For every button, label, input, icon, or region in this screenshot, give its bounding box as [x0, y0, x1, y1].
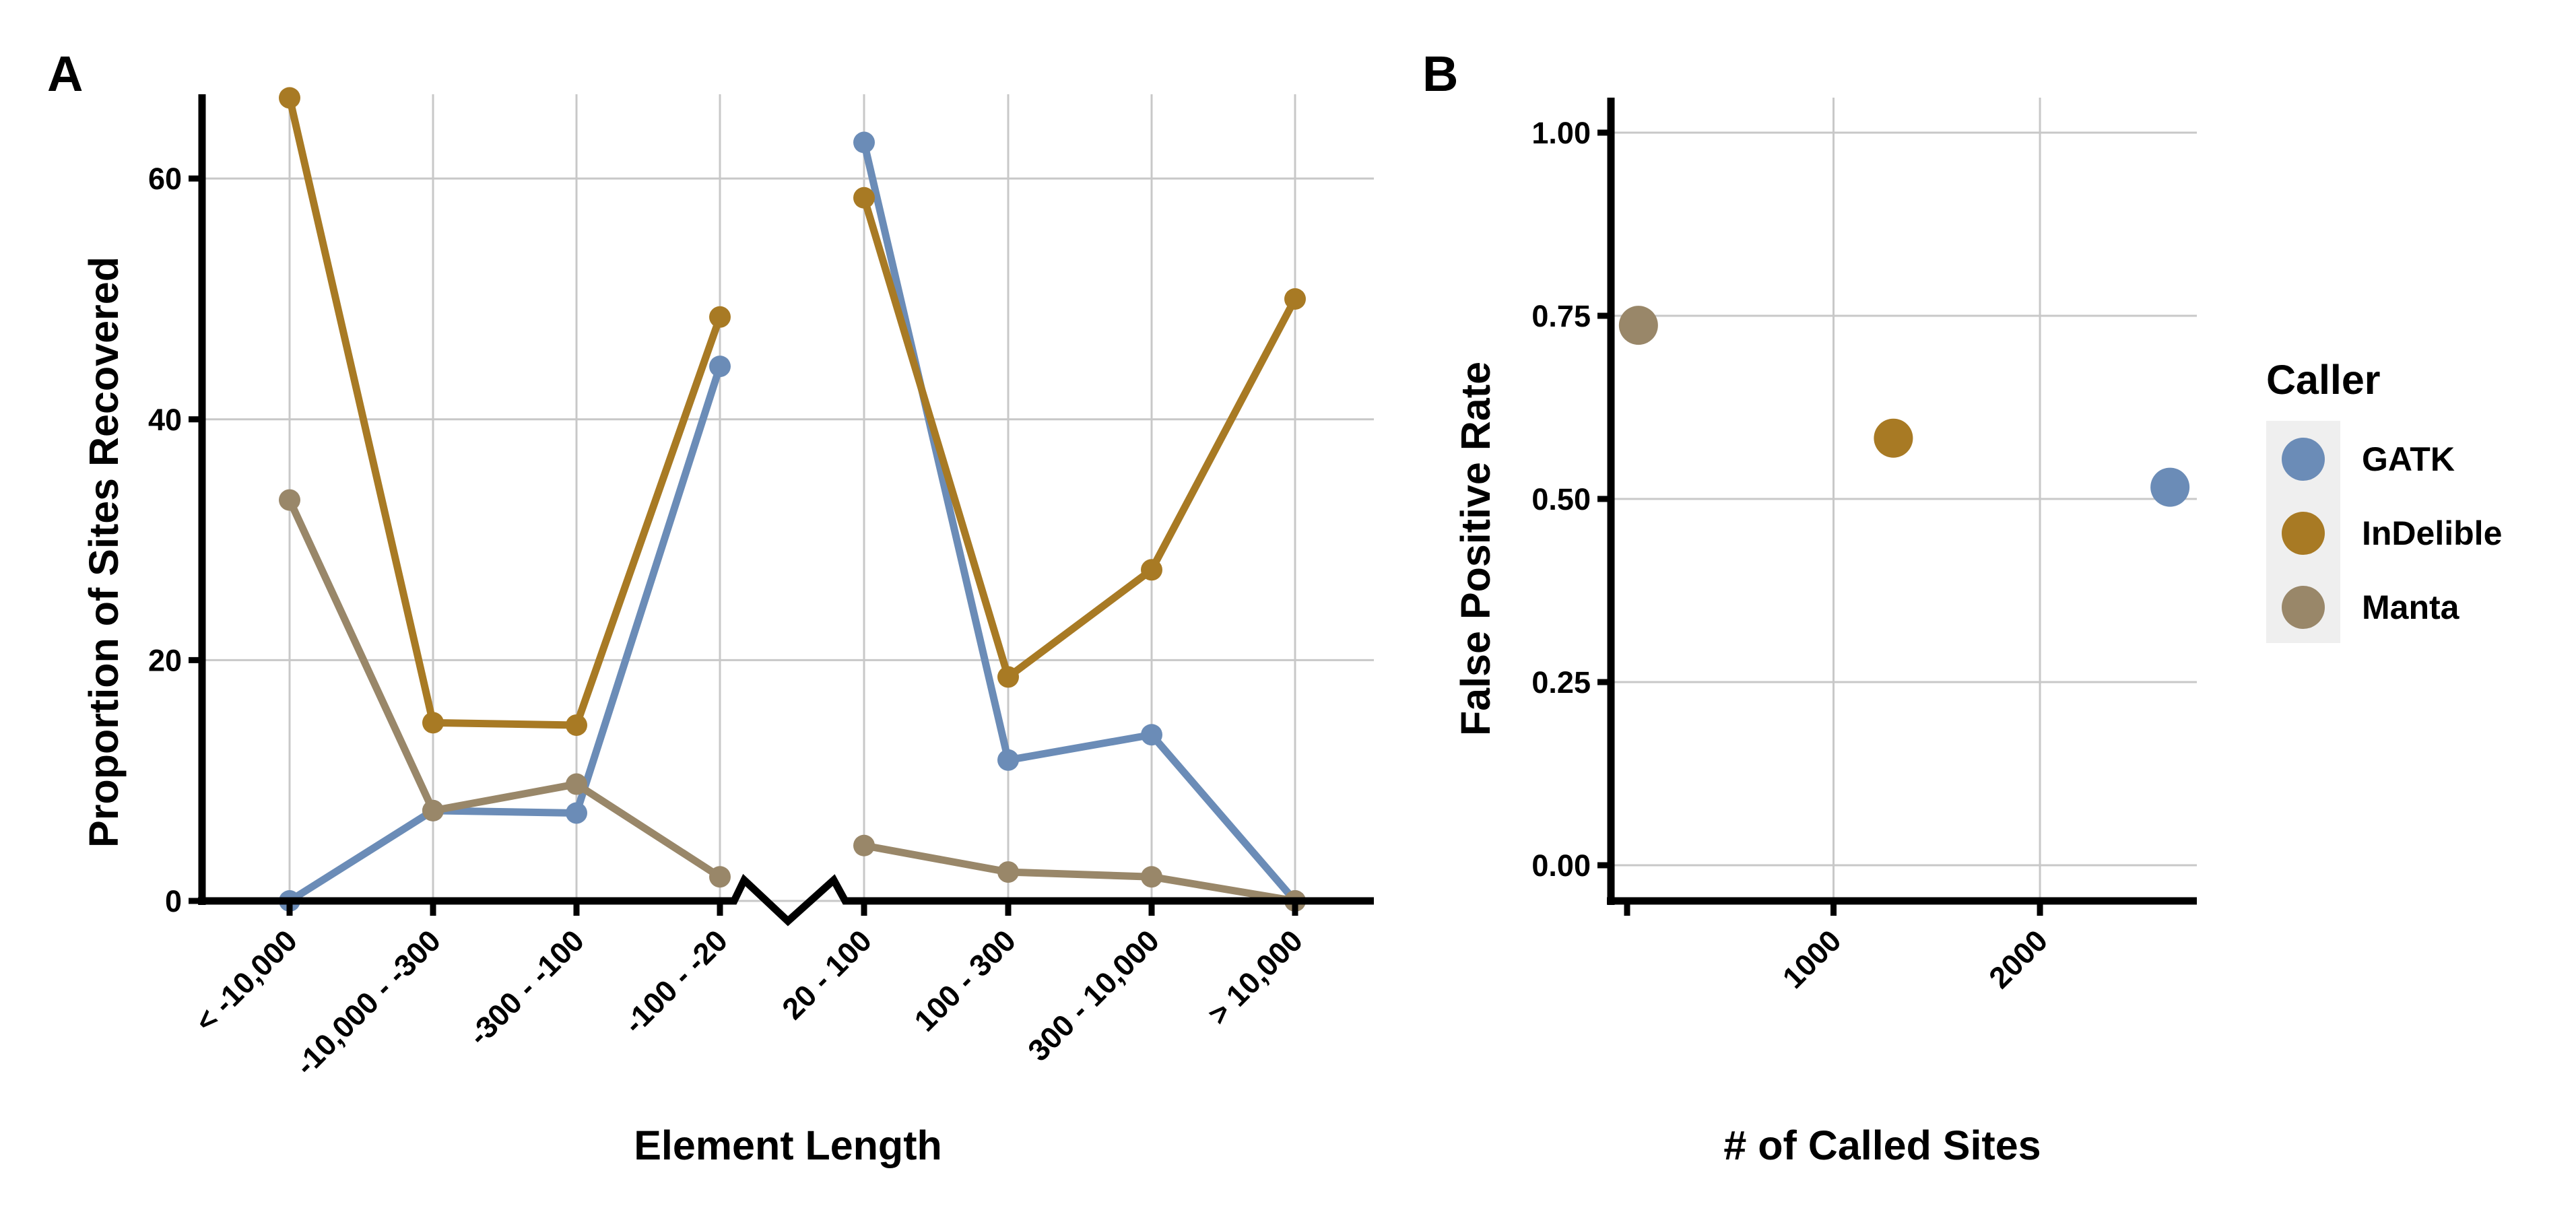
legend-key-manta	[2282, 586, 2325, 629]
x-tick-label: 1000	[1776, 923, 1848, 995]
legend: Caller GATK InDelible Manta	[2266, 357, 2502, 643]
panel-b-x-axis-title: # of Called Sites	[1723, 1122, 2041, 1168]
y-tick-label: 0.00	[1531, 848, 1591, 883]
series-line-manta-right	[863, 842, 1296, 905]
panel-a-y-ticks: 0 20 40 60	[148, 162, 202, 918]
panel-b-tag: B	[1422, 46, 1458, 102]
panel-b-x-ticks: 1000 2000	[1624, 901, 2054, 995]
x-tick-label: 100 - 300	[908, 923, 1023, 1038]
scatter-point-gatk	[2150, 467, 2190, 507]
legend-label-indelible: InDelible	[2362, 514, 2502, 552]
y-tick-label: 20	[148, 643, 182, 677]
y-tick-label: 40	[148, 403, 182, 437]
data-point-gatk	[853, 131, 875, 154]
y-tick-label: 60	[148, 162, 182, 196]
x-tick-label: -10,000 - -300	[288, 923, 447, 1082]
panel-b-gridlines	[1611, 98, 2197, 901]
series-line-indelible-left	[286, 97, 724, 729]
y-tick-label: 0.50	[1531, 482, 1591, 516]
panel-a-line-chart: A 0 20 40 60 < -10,000-10,000 - -300 -300 - …	[47, 46, 1374, 1168]
legend-items: GATK InDelible Manta	[2282, 438, 2502, 629]
x-tick-label: > 10,000	[1201, 923, 1309, 1032]
x-tick-label: < -10,000	[189, 923, 304, 1038]
series-line-gatk-left	[288, 365, 724, 904]
x-tick-label: -100 - -20	[617, 923, 734, 1040]
panel-b-points	[1618, 306, 2190, 507]
panel-a-x-ticks: < -10,000-10,000 - -300 -300 - -100 -100 -…	[189, 901, 1309, 1082]
data-point-manta	[853, 834, 875, 856]
data-point-indelible	[422, 712, 444, 734]
data-point-gatk	[709, 356, 731, 378]
panel-b-axes	[1607, 98, 2197, 905]
data-point-indelible	[709, 306, 731, 328]
panel-b-scatter-chart: B 0.00 0.25 0.50 0.75 1.00 1000 2000 # of Cal…	[1422, 46, 2197, 1168]
x-tick-label: 2000	[1982, 923, 2054, 995]
data-point-gatk	[997, 749, 1019, 771]
panel-a-y-axis-title: Proportion of Sites Recovered	[81, 257, 127, 848]
panel-b-y-ticks: 0.00 0.25 0.50 0.75 1.00	[1531, 116, 1611, 883]
x-tick-label: 300 - 10,000	[1021, 923, 1166, 1068]
x-tick-label: -300 - -100	[461, 923, 591, 1052]
data-point-manta	[422, 799, 444, 821]
data-point-indelible	[1284, 288, 1306, 310]
y-tick-label: 0.25	[1531, 665, 1591, 700]
legend-title: Caller	[2266, 357, 2381, 403]
data-point-manta	[279, 489, 300, 511]
legend-key-indelible	[2282, 512, 2325, 555]
legend-label-manta: Manta	[2362, 588, 2460, 626]
legend-key-gatk	[2282, 438, 2325, 481]
data-point-indelible	[853, 187, 875, 209]
data-point-indelible	[1141, 559, 1162, 581]
y-tick-label: 1.00	[1531, 116, 1591, 150]
panel-a-tag: A	[47, 46, 83, 102]
data-point-manta	[709, 866, 731, 888]
panel-a-axes	[198, 94, 1374, 927]
series-line-gatk-right	[860, 141, 1298, 904]
panel-a-series	[279, 87, 1306, 912]
scatter-point-indelible	[1874, 418, 1913, 458]
data-point-manta	[997, 861, 1019, 883]
scatter-point-manta	[1618, 306, 1658, 345]
y-tick-label: 0	[165, 884, 182, 918]
panel-a-x-axis-line-with-break	[198, 873, 1374, 927]
series-line-manta-left	[286, 498, 722, 880]
data-point-indelible	[566, 714, 587, 736]
data-point-indelible	[997, 666, 1019, 688]
series-line-indelible-right	[860, 197, 1298, 681]
legend-label-gatk: GATK	[2362, 440, 2455, 478]
data-point-manta	[1141, 866, 1162, 888]
panel-a-x-axis-title: Element Length	[634, 1122, 942, 1168]
data-point-gatk	[1141, 724, 1162, 746]
y-tick-label: 0.75	[1531, 299, 1591, 333]
panel-b-y-axis-title: False Positive Rate	[1453, 362, 1498, 736]
x-tick-label: 20 - 100	[775, 923, 878, 1026]
data-point-manta	[566, 773, 587, 795]
data-point-indelible	[279, 87, 300, 109]
data-point-gatk	[566, 802, 587, 824]
